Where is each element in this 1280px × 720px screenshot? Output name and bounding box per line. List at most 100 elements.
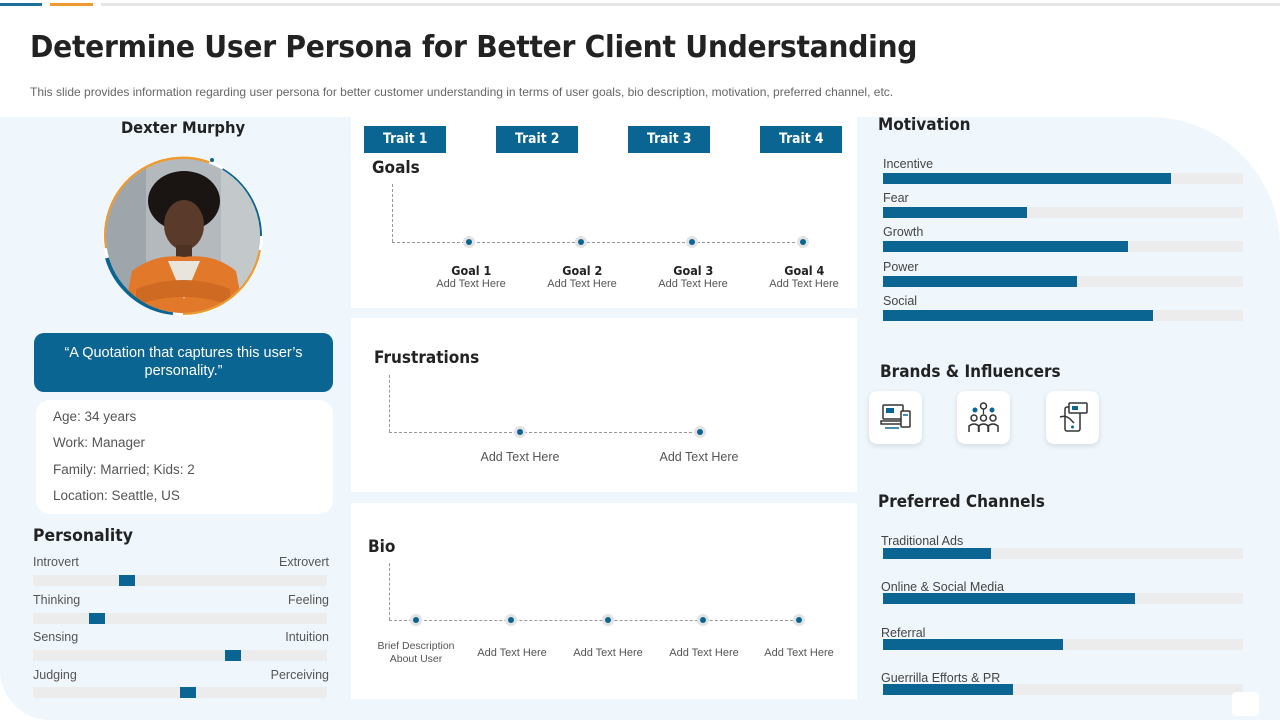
motivation-track (883, 173, 1243, 184)
personality-heading: Personality (33, 526, 133, 546)
detail-work: Work: Manager (53, 435, 146, 450)
goal-3-title: Goal 3 (672, 263, 714, 278)
person-portrait-icon (106, 159, 260, 313)
trait-3-badge: Trait 3 (628, 126, 710, 153)
trait-1-badge: Trait 1 (364, 126, 446, 153)
motivation-label: Power (883, 260, 919, 274)
bio-card (351, 503, 857, 699)
frustration-1-text: Add Text Here (480, 450, 560, 464)
channel-bar (883, 548, 991, 559)
channel-track (883, 548, 1243, 559)
personality-left-label: Introvert (33, 555, 79, 569)
frustrations-axis-line (389, 375, 390, 432)
bio-4-text: Add Text Here (669, 647, 739, 659)
channel-label: Guerrilla Efforts & PR (881, 671, 1001, 685)
goals-axis-line (392, 184, 393, 242)
trait-2-badge: Trait 2 (496, 126, 578, 153)
frustrations-timeline-line (389, 432, 702, 433)
bio-timeline-line (389, 620, 803, 621)
goals-heading: Goals (372, 158, 420, 178)
bio-2-text: Add Text Here (477, 647, 547, 659)
channel-track (883, 593, 1243, 604)
motivation-track (883, 310, 1243, 321)
bio-5-text: Add Text Here (764, 647, 834, 659)
top-accent-bar-blue (0, 3, 42, 6)
motivation-bar (883, 241, 1128, 252)
personality-scale-marker (88, 613, 105, 624)
page-subtitle: This slide provides information regardin… (30, 85, 894, 99)
personality-scale-track (33, 575, 327, 586)
goals-timeline-line (392, 242, 805, 243)
personality-scale-marker (224, 650, 241, 661)
personality-right-label: Feeling (288, 593, 329, 607)
persona-name: Dexter Murphy (120, 118, 246, 137)
goal-2-text: Add Text Here (547, 278, 617, 290)
brand-item-2 (957, 391, 1010, 444)
persona-details-card: Age: 34 years Work: Manager Family: Marr… (36, 400, 333, 514)
detail-age: Age: 34 years (53, 409, 137, 424)
persona-quote: “A Quotation that captures this user’s p… (34, 333, 333, 392)
goal-2-dot (578, 239, 584, 245)
bio-4-dot (700, 617, 706, 623)
channel-bar (883, 684, 1013, 695)
motivation-label: Incentive (883, 157, 934, 171)
motivation-label: Social (883, 294, 918, 308)
personality-left-label: Judging (33, 668, 77, 682)
channel-bar (883, 639, 1063, 650)
goal-1-title: Goal 1 (450, 263, 492, 278)
corner-box (1232, 692, 1259, 716)
personality-right-label: Intuition (285, 630, 329, 644)
motivation-track (883, 207, 1243, 218)
motivation-track (883, 276, 1243, 287)
motivation-track (883, 241, 1243, 252)
goal-1-dot (466, 239, 472, 245)
motivation-bar (883, 310, 1153, 321)
devices-icon (880, 404, 911, 429)
motivation-bar (883, 276, 1078, 287)
top-accent-bar-gray (101, 3, 1280, 6)
bio-heading: Bio (368, 537, 396, 557)
bio-5-dot (796, 617, 802, 623)
channels-heading: Preferred Channels (878, 492, 1045, 512)
goal-3-dot (689, 239, 695, 245)
bio-description-line1: Brief Description (377, 640, 455, 652)
personality-right-label: Perceiving (270, 668, 329, 682)
personality-scale-marker (119, 575, 136, 586)
detail-family: Family: Married; Kids: 2 (53, 462, 195, 477)
mobile-payment-icon (1059, 402, 1088, 432)
goal-4-title: Goal 4 (783, 263, 825, 278)
motivation-label: Fear (883, 191, 909, 205)
frustrations-heading: Frustrations (374, 348, 480, 368)
page-title: Determine User Persona for Better Client… (30, 30, 918, 65)
bio-3-dot (605, 617, 611, 623)
frustrations-card (351, 318, 857, 492)
goal-4-dot (800, 239, 806, 245)
channel-label: Referral (881, 626, 926, 640)
personality-left-label: Thinking (33, 593, 81, 607)
personality-scale-track (33, 687, 327, 698)
channel-label: Traditional Ads (881, 534, 964, 548)
brands-heading: Brands & Influencers (880, 362, 1061, 382)
motivation-bar (883, 207, 1027, 218)
channel-label: Online & Social Media (881, 580, 1004, 594)
brand-item-3 (1046, 391, 1099, 444)
personality-left-label: Sensing (33, 630, 79, 644)
personality-right-label: Extrovert (278, 555, 329, 569)
frustration-2-dot (697, 429, 703, 435)
goal-3-text: Add Text Here (658, 278, 728, 290)
channel-track (883, 639, 1243, 650)
bio-axis-line (389, 563, 390, 620)
personality-scale-marker (180, 687, 197, 698)
top-accent-bar-orange (50, 3, 93, 6)
motivation-bar (883, 173, 1171, 184)
bio-1-dot (413, 617, 419, 623)
trait-4-badge: Trait 4 (760, 126, 842, 153)
brand-item-1 (869, 391, 922, 444)
goal-1-text: Add Text Here (436, 278, 506, 290)
goal-2-title: Goal 2 (561, 263, 603, 278)
bio-description-line2: About User (389, 653, 443, 665)
bio-3-text: Add Text Here (573, 647, 643, 659)
detail-location: Location: Seattle, US (53, 488, 180, 503)
frustration-1-dot (517, 429, 523, 435)
channel-bar (883, 593, 1135, 604)
